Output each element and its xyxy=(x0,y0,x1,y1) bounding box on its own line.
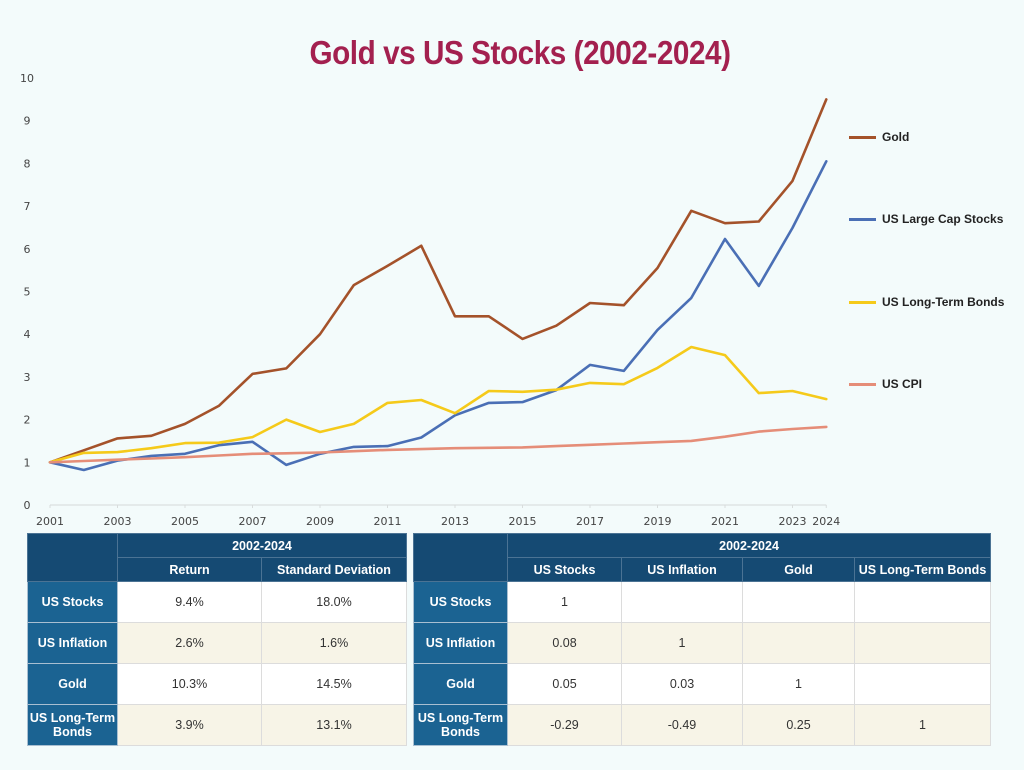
y-tick-label: 3 xyxy=(24,371,31,384)
legend-label: Gold xyxy=(882,130,910,144)
table-row: US Inflation 0.08 1 xyxy=(413,622,992,664)
legend-label: US Large Cap Stocks xyxy=(882,212,1004,226)
column-header: US Inflation xyxy=(621,557,743,582)
x-tick-label: 2009 xyxy=(306,515,334,528)
series-line-us-large-cap-stocks xyxy=(48,160,828,472)
legend-item: US Long-Term Bonds xyxy=(849,295,1004,309)
table-cell xyxy=(853,663,992,705)
table-cell xyxy=(853,581,992,623)
legend-item: US CPI xyxy=(849,377,922,391)
x-tick-label: 2019 xyxy=(644,515,672,528)
table-cell xyxy=(742,622,855,664)
row-header: US Stocks xyxy=(413,581,508,623)
table-cell: -0.29 xyxy=(507,704,622,746)
row-header: US Stocks xyxy=(27,581,118,623)
row-header: Gold xyxy=(413,663,508,705)
legend-swatch xyxy=(849,382,876,386)
legend-swatch xyxy=(849,217,876,221)
correlation-table: 2002-2024 US Stocks US Inflation Gold US… xyxy=(413,533,992,746)
table-row: US Stocks 9.4% 18.0% xyxy=(27,581,407,623)
table-cell: 1.6% xyxy=(261,622,407,664)
table-row: US Stocks 1 xyxy=(413,581,992,623)
table-cell: 1 xyxy=(621,622,743,664)
x-tick-label: 2007 xyxy=(239,515,267,528)
table-row: US Long-Term Bonds 3.9% 13.1% xyxy=(27,704,407,746)
table-cell: 3.9% xyxy=(117,704,262,746)
x-tick-label: 2017 xyxy=(576,515,604,528)
x-tick-label: 2005 xyxy=(171,515,199,528)
column-header: Gold xyxy=(742,557,855,582)
table-corner xyxy=(413,533,508,582)
y-tick-label: 5 xyxy=(24,286,31,299)
table-cell: 0.03 xyxy=(621,663,743,705)
y-tick-label: 7 xyxy=(24,200,31,213)
column-header: US Long-Term Bonds xyxy=(853,557,992,582)
column-header: Return xyxy=(117,557,262,582)
period-header: 2002-2024 xyxy=(506,533,992,558)
x-tick-label: 2015 xyxy=(509,515,537,528)
series-line-us-long-term-bonds xyxy=(48,345,828,464)
series-line-us-cpi xyxy=(48,425,828,464)
y-tick-label: 6 xyxy=(24,243,31,256)
y-tick-label: 8 xyxy=(24,157,31,170)
x-tick-label: 2001 xyxy=(36,515,64,528)
y-tick-label: 4 xyxy=(24,328,31,341)
y-tick-label: 1 xyxy=(24,456,31,469)
table-row: US Inflation 2.6% 1.6% xyxy=(27,622,407,664)
period-header: 2002-2024 xyxy=(117,533,407,558)
table-cell xyxy=(621,581,743,623)
x-tick-label: 2023 xyxy=(779,515,807,528)
row-header: US Inflation xyxy=(27,622,118,664)
y-tick-label: 0 xyxy=(24,499,31,512)
line-chart: 0 1 2 3 4 5 6 7 8 9 10 2001 2003 2005 2007 2009 2011 2013… xyxy=(20,72,840,528)
y-tick-label: 9 xyxy=(24,115,31,128)
column-header: Standard Deviation xyxy=(261,557,407,582)
row-header: US Long-Term Bonds xyxy=(413,704,508,746)
table-row: Gold 0.05 0.03 1 xyxy=(413,663,992,705)
row-header: Gold xyxy=(27,663,118,705)
legend-swatch xyxy=(849,135,876,139)
table-cell xyxy=(742,581,855,623)
table-row: US Long-Term Bonds -0.29 -0.49 0.25 1 xyxy=(413,704,992,746)
legend-item: Gold xyxy=(849,130,909,144)
table-cell: 18.0% xyxy=(261,581,407,623)
table-cell: -0.49 xyxy=(621,704,743,746)
table-cell: 0.05 xyxy=(507,663,622,705)
legend-label: US Long-Term Bonds xyxy=(882,295,1005,309)
x-tick-label: 2011 xyxy=(374,515,402,528)
legend-label: US CPI xyxy=(882,377,923,391)
table-cell: 13.1% xyxy=(261,704,407,746)
x-tick-label: 2003 xyxy=(104,515,132,528)
table-corner xyxy=(27,533,118,582)
series-line-gold xyxy=(48,98,828,464)
return-stats-table: 2002-2024 Return Standard Deviation US S… xyxy=(27,533,407,746)
legend-swatch xyxy=(849,300,876,304)
table-cell: 1 xyxy=(507,581,622,623)
column-header: US Stocks xyxy=(507,557,622,582)
table-row: Gold 10.3% 14.5% xyxy=(27,663,407,705)
table-cell: 0.25 xyxy=(742,704,855,746)
table-cell: 9.4% xyxy=(117,581,262,623)
table-cell: 1 xyxy=(853,704,992,746)
table-cell xyxy=(853,622,992,664)
legend-item: US Large Cap Stocks xyxy=(849,212,1003,226)
x-tick-label: 2021 xyxy=(711,515,739,528)
row-header: US Long-Term Bonds xyxy=(27,704,118,746)
x-tick-label: 2013 xyxy=(441,515,469,528)
table-cell: 1 xyxy=(742,663,855,705)
table-cell: 2.6% xyxy=(117,622,262,664)
row-header: US Inflation xyxy=(413,622,508,664)
table-cell: 14.5% xyxy=(261,663,407,705)
chart-title: Gold vs US Stocks (2002-2024) xyxy=(309,34,731,71)
table-cell: 0.08 xyxy=(507,622,622,664)
y-tick-label: 10 xyxy=(20,72,34,85)
y-tick-label: 2 xyxy=(24,414,31,427)
x-tick-label: 2024 xyxy=(812,515,840,528)
table-cell: 10.3% xyxy=(117,663,262,705)
